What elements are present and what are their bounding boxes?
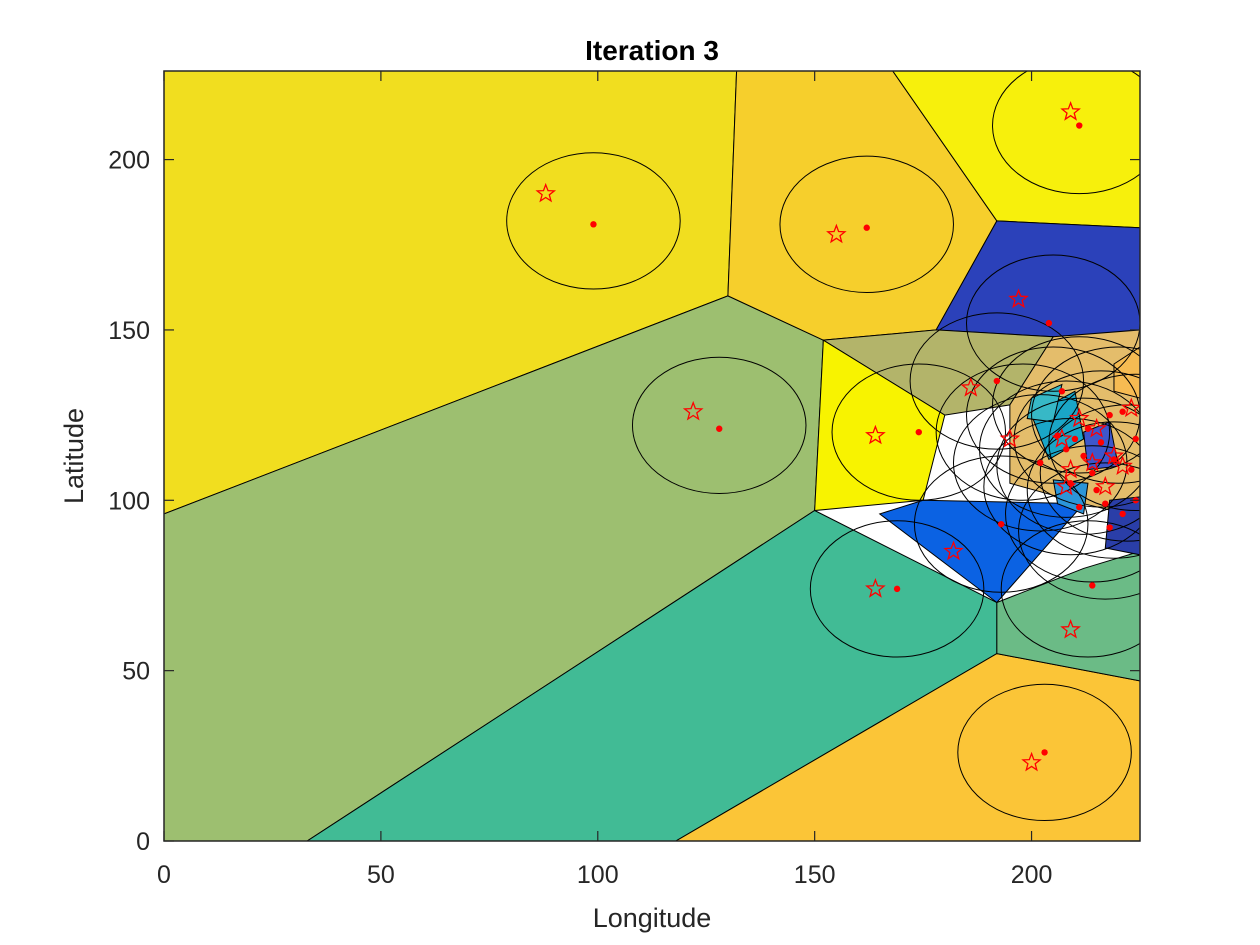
centroid-star-3: [1060, 101, 1081, 121]
data-point-30: [1106, 411, 1113, 419]
centroid-star-5: [865, 424, 886, 445]
y-tick-label: 150: [108, 317, 150, 345]
x-tick-label: 100: [577, 861, 619, 889]
coverage-circle-7: [957, 683, 1132, 822]
coverage-circle-4: [631, 356, 807, 494]
coverage-circle-9: [913, 455, 1089, 593]
y-tick-label: 50: [122, 658, 150, 686]
centroid-star-8: [1060, 618, 1081, 639]
coverage-circle-19: [983, 418, 1140, 556]
y-tick-label: 100: [108, 487, 150, 515]
centroid-star-1: [535, 182, 557, 203]
data-point-7: [1041, 749, 1048, 756]
centroid-star-10: [1008, 288, 1029, 309]
centroid-star-19: [1055, 475, 1077, 496]
data-point-31: [1076, 503, 1083, 511]
centroid-star-9: [943, 540, 964, 561]
plot-frame: [163, 70, 1141, 842]
data-points: [590, 122, 1139, 756]
data-point-29: [1089, 469, 1096, 477]
data-point-12: [1058, 388, 1066, 395]
coverage-circle-23: [1048, 373, 1140, 511]
data-point-21: [1037, 459, 1044, 467]
data-point-23: [1132, 435, 1139, 443]
coverage-circle-2: [779, 155, 954, 293]
data-point-4: [716, 425, 723, 432]
coverage-circle-25: [992, 336, 1140, 474]
data-point-11: [993, 377, 1001, 385]
data-point-26: [1102, 500, 1109, 507]
data-point-3: [1076, 122, 1083, 129]
voronoi-region-4: [674, 653, 1140, 841]
x-axis-ticks: 0 50 100 150 200: [157, 71, 1052, 889]
coverage-circle-14: [996, 397, 1140, 535]
coverage-circle-22: [1018, 462, 1140, 600]
data-point-15: [1097, 439, 1105, 446]
x-tick-label: 150: [794, 861, 836, 889]
centroid-star-4: [682, 400, 704, 421]
centroid-star-13: [1051, 428, 1073, 448]
data-point-24: [1071, 435, 1079, 443]
coverage-circle-3: [992, 71, 1140, 195]
data-point-10: [1045, 319, 1053, 327]
centroid-star-20: [1086, 417, 1107, 438]
centroid-star-7: [1021, 751, 1042, 772]
coverage-circle-17: [1005, 445, 1140, 583]
data-point-14: [1080, 452, 1087, 460]
data-point-22: [1106, 524, 1113, 531]
data-point-5: [915, 428, 922, 436]
coverage-circle-5: [831, 363, 1007, 501]
centroid-star-14: [1060, 458, 1081, 479]
data-point-1: [590, 221, 597, 228]
coverage-circles: [506, 71, 1140, 822]
centroid-star-11: [960, 377, 982, 397]
data-point-27: [1119, 510, 1126, 518]
centroid-star-21: [1112, 455, 1133, 476]
chart-title: Iteration 3: [585, 35, 719, 66]
data-point-8: [1089, 582, 1096, 589]
y-tick-label: 0: [136, 828, 150, 856]
plot-area: [164, 71, 1140, 841]
centroid-star-18: [1121, 397, 1140, 418]
voronoi-region-11: [996, 550, 1140, 682]
y-axis-ticks: 0 50 100 150 200: [108, 147, 1140, 856]
centroid-stars: [535, 101, 1140, 772]
coverage-circle-16: [1026, 421, 1140, 559]
data-point-13: [1063, 445, 1070, 453]
coverage-circle-6: [809, 520, 985, 658]
centroid-star-15: [1081, 451, 1103, 472]
coverage-circle-24: [935, 363, 1111, 501]
x-tick-label: 200: [1011, 861, 1053, 889]
x-axis-label: Longitude: [593, 903, 712, 933]
coverage-circle-18: [1031, 346, 1140, 484]
data-point-18: [1119, 408, 1126, 415]
data-point-17: [1093, 486, 1100, 494]
coverage-circle-1: [506, 152, 681, 290]
coverage-circle-13: [979, 380, 1140, 518]
y-axis-label: Latitude: [59, 408, 89, 504]
centroid-star-12: [999, 428, 1021, 448]
data-point-9: [997, 520, 1005, 528]
centroid-star-22: [1068, 407, 1090, 428]
centroid-star-17: [1094, 475, 1116, 496]
coverage-circle-11: [909, 312, 1085, 450]
x-tick-label: 0: [157, 861, 171, 889]
data-point-6: [893, 585, 901, 593]
centroid-star-2: [826, 223, 847, 244]
data-point-20: [1128, 466, 1135, 473]
centroid-star-6: [865, 578, 886, 598]
x-tick-label: 50: [367, 861, 395, 889]
centroid-star-16: [1103, 445, 1125, 465]
data-point-2: [863, 224, 870, 231]
y-tick-label: 200: [108, 147, 150, 175]
